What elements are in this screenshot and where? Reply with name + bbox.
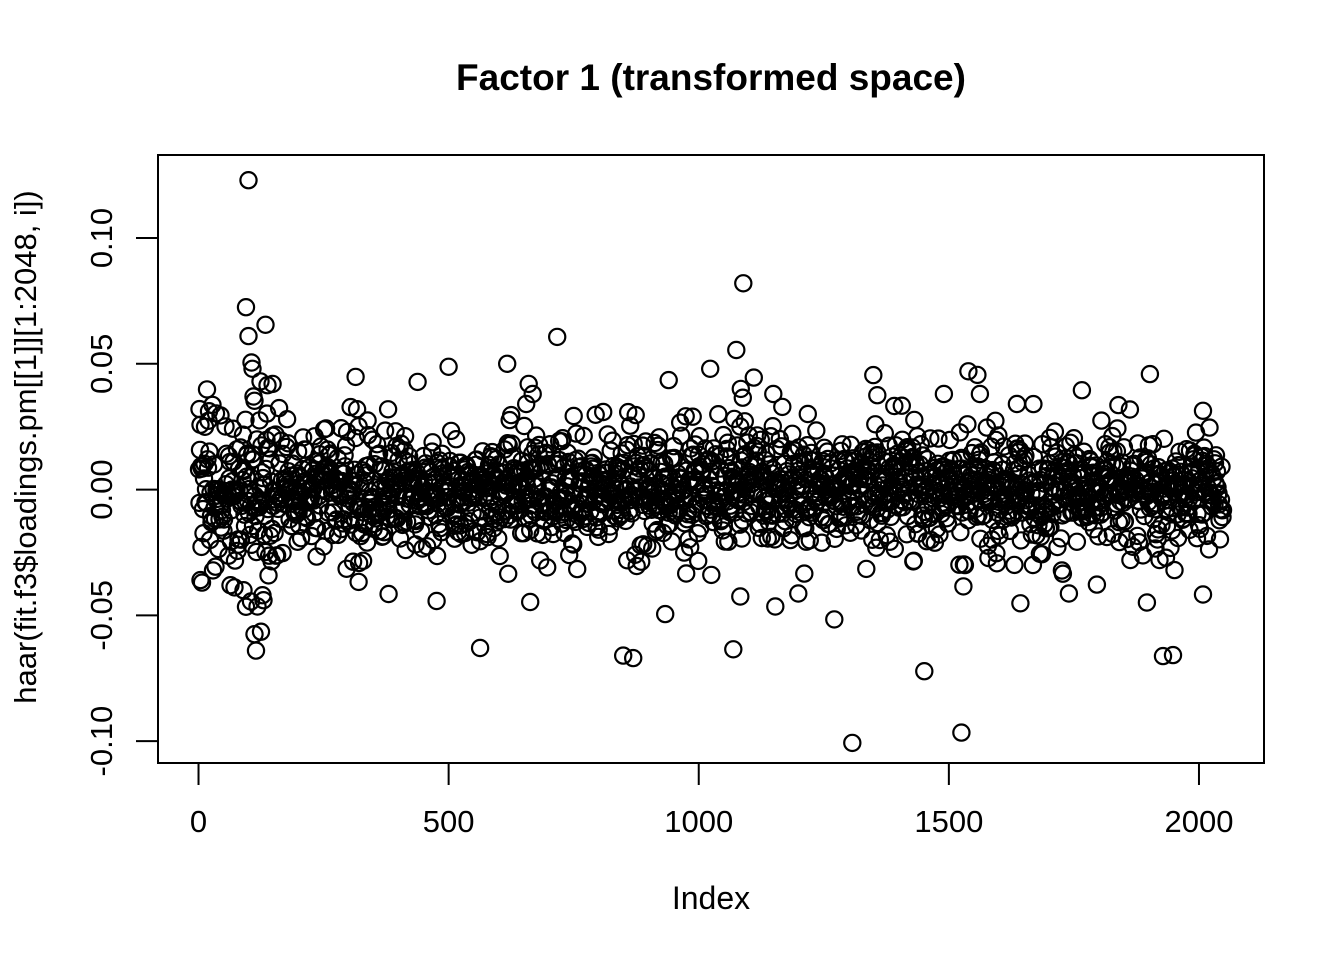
x-tick-label: 1000 bbox=[664, 804, 733, 839]
x-tick-label: 1500 bbox=[914, 804, 983, 839]
y-tick-label: 0.00 bbox=[84, 459, 119, 519]
x-tick-label: 0 bbox=[190, 804, 207, 839]
chart-title: Factor 1 (transformed space) bbox=[456, 57, 966, 98]
y-tick-label: -0.05 bbox=[84, 580, 119, 651]
axes bbox=[136, 237, 1200, 785]
x-tick-label: 500 bbox=[423, 804, 475, 839]
y-axis-label: haar(fit.f3$loadings.pm[[1]][1:2048, i]) bbox=[8, 190, 43, 704]
x-axis-label: Index bbox=[671, 880, 751, 916]
y-tick-label: 0.05 bbox=[84, 334, 119, 394]
y-tick-label: 0.10 bbox=[84, 208, 119, 268]
x-tick-label: 2000 bbox=[1164, 804, 1233, 839]
plot-frame bbox=[157, 154, 1265, 764]
y-tick-label: -0.10 bbox=[84, 706, 119, 777]
data-points bbox=[189, 170, 1233, 753]
tick-labels: 0 500 1000 1500 2000 -0.10 -0.05 0.00 0.05 0.10 bbox=[84, 208, 1234, 839]
